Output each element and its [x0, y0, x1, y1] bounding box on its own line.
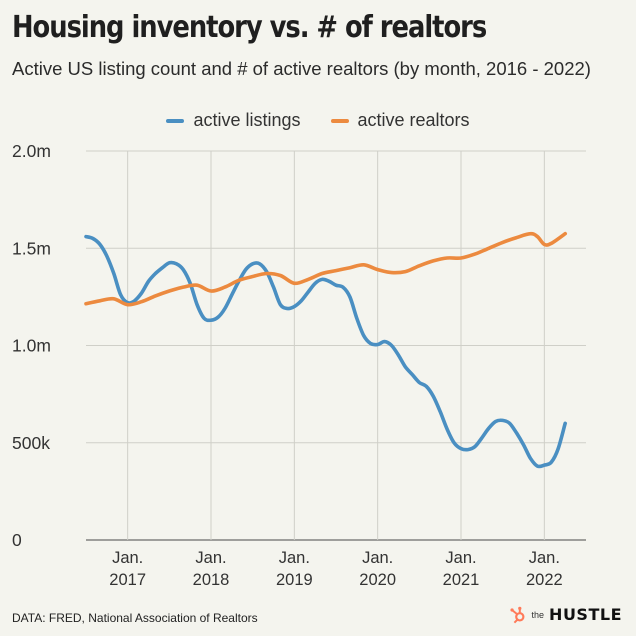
x-tick-label-year: 2020 — [359, 571, 396, 589]
y-tick-label: 0 — [12, 530, 22, 550]
x-tick-label-year: 2019 — [276, 571, 313, 589]
y-tick-label: 2.0m — [12, 141, 51, 161]
x-tick-label-year: 2018 — [193, 571, 230, 589]
legend-item-realtors: active realtors — [330, 110, 470, 131]
y-tick-label: 500k — [12, 433, 50, 453]
brand-name: HUSTLE — [549, 605, 622, 624]
y-tick-label: 1.5m — [12, 238, 51, 258]
series-line-active-realtors — [84, 231, 567, 307]
legend-item-listings: active listings — [166, 110, 301, 131]
x-tick-label-year: 2017 — [109, 571, 146, 589]
x-tick-label-month: Jan. — [112, 549, 143, 567]
x-tick-label-year: 2022 — [526, 571, 563, 589]
data-source-note: DATA: FRED, National Association of Real… — [12, 611, 258, 625]
x-tick-label-month: Jan. — [529, 549, 560, 567]
chart-legend: active listings active realtors — [0, 110, 636, 131]
legend-swatch-listings — [166, 118, 185, 123]
series-line-active-listings — [84, 234, 567, 469]
y-tick-label: 1.0m — [12, 336, 51, 356]
legend-label-listings: active listings — [193, 110, 301, 130]
chart-subtitle: Active US listing count and # of active … — [12, 58, 591, 79]
legend-label-realtors: active realtors — [357, 110, 470, 130]
x-tick-label-month: Jan. — [362, 549, 393, 567]
brand-prefix: the — [531, 609, 545, 620]
hubspot-icon — [509, 606, 525, 623]
chart-title: Housing inventory vs. # of realtors — [12, 10, 487, 45]
legend-swatch-realtors — [330, 118, 349, 123]
x-tick-label-year: 2021 — [443, 571, 480, 589]
x-tick-label-month: Jan. — [445, 549, 476, 567]
x-tick-label-month: Jan. — [279, 549, 310, 567]
x-tick-label-month: Jan. — [195, 549, 226, 567]
brand-logo: the HUSTLE — [509, 605, 622, 624]
